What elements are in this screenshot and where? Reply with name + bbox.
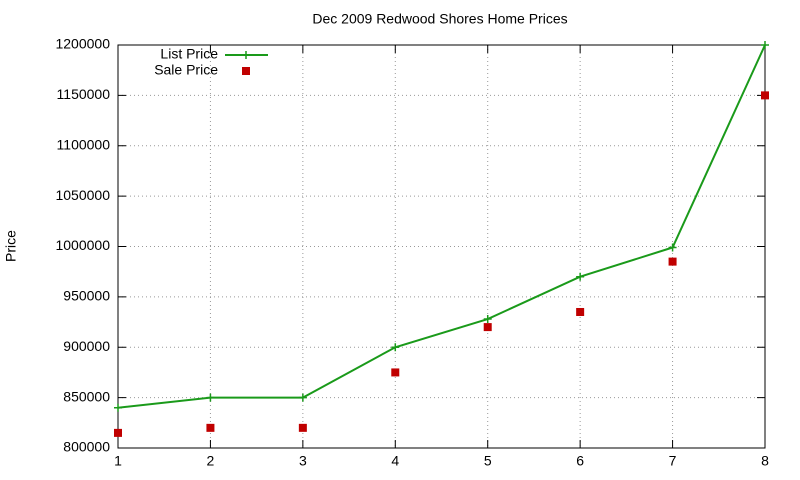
data-point [206, 393, 215, 402]
x-tick-label: 5 [484, 453, 492, 469]
x-tick-label: 2 [207, 453, 215, 469]
y-tick-label: 1100000 [57, 136, 111, 152]
x-tick-label: 3 [299, 453, 307, 469]
data-point [391, 343, 400, 352]
y-tick-label: 1150000 [57, 86, 111, 102]
data-point [114, 428, 122, 437]
data-point [298, 423, 307, 432]
y-tick-label: 800000 [63, 439, 110, 455]
y-tick-label: 900000 [63, 338, 110, 354]
chart-title: Dec 2009 Redwood Shores Home Prices [312, 11, 567, 27]
data-point [761, 91, 769, 100]
x-tick-label: 4 [391, 453, 399, 469]
data-point [206, 423, 215, 432]
data-point [483, 315, 492, 324]
y-tick-label: 1200000 [55, 36, 110, 52]
x-tick-label: 1 [114, 453, 122, 469]
x-tick-label: 6 [576, 453, 584, 469]
y-tick-label: 1000000 [55, 237, 110, 253]
legend-marker [242, 51, 250, 59]
series-line [117, 44, 766, 409]
data-point [761, 41, 769, 49]
data-point [483, 323, 492, 332]
legend-label: Sale Price [154, 62, 218, 78]
data-point [298, 393, 307, 402]
y-axis-label: Price [3, 230, 19, 262]
x-tick-label: 8 [761, 453, 769, 469]
y-tick-label: 850000 [63, 388, 110, 404]
data-point [114, 403, 122, 412]
data-point [576, 307, 585, 316]
plot-frame [117, 44, 766, 449]
data-point [576, 272, 585, 281]
data-point [391, 368, 400, 377]
data-point [668, 243, 677, 252]
y-tick-label: 950000 [63, 288, 110, 304]
x-tick-label: 7 [669, 453, 677, 469]
legend-label: List Price [160, 46, 218, 62]
y-tick-label: 1050000 [55, 187, 110, 203]
legend-marker [242, 67, 250, 75]
data-point [668, 257, 677, 266]
